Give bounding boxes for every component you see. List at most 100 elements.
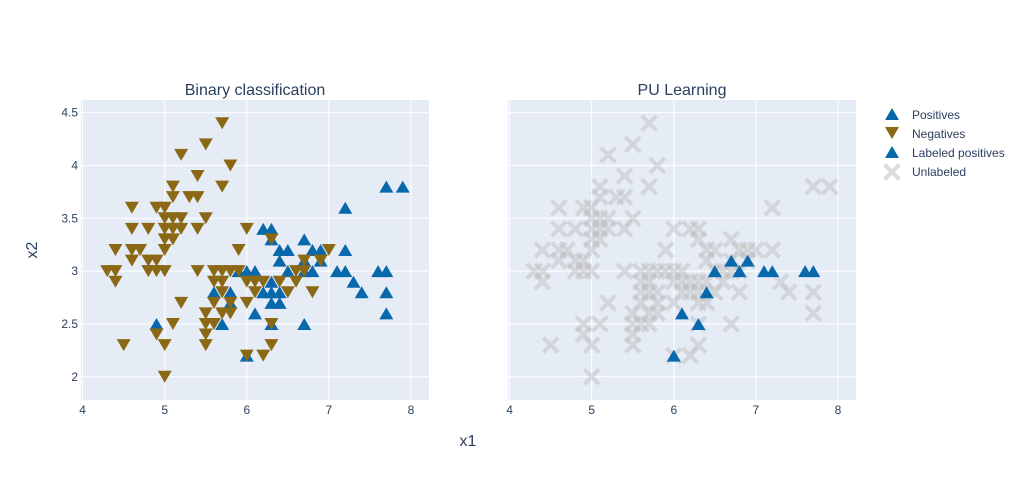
x-tick-label: 6 xyxy=(670,403,677,417)
panel-binary-classification: 4 5 6 7 8 2 2.5 3 3.5 4 4.5 Binary classification xyxy=(61,82,429,417)
point-negatives xyxy=(149,254,164,267)
y-tick-label: 2.5 xyxy=(61,317,78,331)
point-labeled-positives xyxy=(806,265,821,278)
point-unlabeled xyxy=(623,135,642,154)
point-unlabeled xyxy=(730,283,749,302)
point-negatives xyxy=(239,222,254,235)
point-labeled-positives xyxy=(732,265,747,278)
point-positives xyxy=(248,307,262,320)
point-negatives xyxy=(116,339,131,352)
point-unlabeled xyxy=(591,177,609,196)
point-labeled-positives xyxy=(699,286,714,299)
y-axis-label: x2 xyxy=(24,241,41,258)
x-tick-label: 7 xyxy=(326,403,333,417)
point-positives xyxy=(280,265,295,278)
point-positives xyxy=(338,244,353,256)
point-negatives xyxy=(133,244,148,256)
point-unlabeled xyxy=(550,198,568,217)
point-labeled-positives xyxy=(765,265,780,278)
point-positives xyxy=(264,275,279,288)
y-tick-label: 3 xyxy=(71,264,78,278)
point-positives xyxy=(280,244,295,256)
point-unlabeled xyxy=(804,177,823,196)
point-positives xyxy=(379,307,394,320)
y-tick-label: 3.5 xyxy=(61,211,78,225)
legend-triangle-up-icon xyxy=(885,108,899,120)
point-unlabeled xyxy=(615,262,634,280)
point-positives xyxy=(305,265,320,278)
legend-label-negatives: Negatives xyxy=(912,127,965,141)
point-labeled-positives xyxy=(666,349,681,362)
title-binary-classification: Binary classification xyxy=(185,82,326,99)
legend-x-icon xyxy=(883,163,901,181)
point-positives xyxy=(264,222,279,235)
y-ticks-left: 2 2.5 3 3.5 4 4.5 xyxy=(61,106,78,384)
legend-item-labeled-positives[interactable]: Labeled positives xyxy=(885,146,1005,160)
point-negatives xyxy=(157,265,172,278)
grid-right xyxy=(508,100,856,400)
point-unlabeled xyxy=(664,220,683,238)
point-unlabeled xyxy=(541,336,560,354)
point-unlabeled xyxy=(640,114,658,133)
point-negatives xyxy=(108,265,123,278)
point-negatives xyxy=(272,275,287,288)
legend[interactable]: Positives Negatives Labeled positives Un… xyxy=(883,108,1005,181)
point-negatives xyxy=(108,244,123,256)
point-unlabeled xyxy=(615,188,634,207)
panel-pu-learning: 4 5 6 7 8 PU Learning xyxy=(506,82,856,417)
point-unlabeled xyxy=(820,177,839,196)
point-unlabeled xyxy=(689,336,708,354)
point-negatives xyxy=(289,275,304,288)
point-positives xyxy=(313,244,328,256)
point-unlabeled xyxy=(591,315,609,333)
x-axis-label: x1 xyxy=(460,433,477,450)
point-negatives xyxy=(108,275,123,288)
point-positives xyxy=(206,286,221,299)
point-unlabeled xyxy=(615,167,634,185)
point-positives xyxy=(149,317,164,330)
x-ticks-right: 4 5 6 7 8 xyxy=(506,403,841,417)
point-negatives xyxy=(297,265,312,278)
point-labeled-positives xyxy=(675,307,689,320)
point-negatives xyxy=(239,296,254,309)
x-tick-label: 8 xyxy=(408,403,415,417)
point-negatives xyxy=(206,317,221,330)
point-unlabeled xyxy=(706,241,724,259)
x-tick-label: 7 xyxy=(753,403,760,417)
point-positives xyxy=(297,233,312,246)
legend-triangle-up-icon xyxy=(885,146,899,158)
point-negatives xyxy=(198,339,213,352)
point-negatives xyxy=(215,117,230,130)
point-negatives xyxy=(198,328,213,341)
point-negatives xyxy=(321,244,336,256)
x-tick-label: 8 xyxy=(835,403,842,417)
point-negatives xyxy=(198,212,213,225)
point-labeled-positives xyxy=(740,254,755,267)
point-labeled-positives xyxy=(724,254,739,267)
point-unlabeled xyxy=(599,146,617,164)
point-unlabeled xyxy=(804,283,823,302)
point-negatives xyxy=(124,222,139,235)
point-negatives xyxy=(165,317,180,330)
x-tick-label: 4 xyxy=(79,403,86,417)
point-positives xyxy=(354,286,369,299)
point-unlabeled xyxy=(550,220,568,238)
point-negatives xyxy=(256,275,271,288)
point-negatives xyxy=(223,159,238,172)
point-positives xyxy=(379,286,394,299)
point-negatives xyxy=(198,307,213,320)
point-unlabeled xyxy=(582,262,601,280)
point-negatives xyxy=(157,201,172,214)
point-unlabeled xyxy=(656,241,675,259)
y-tick-label: 4.5 xyxy=(61,106,78,120)
legend-label-positives: Positives xyxy=(912,108,960,122)
point-unlabeled xyxy=(689,220,708,238)
legend-item-negatives[interactable]: Negatives xyxy=(885,127,965,141)
point-negatives xyxy=(223,307,238,320)
legend-item-unlabeled[interactable]: Unlabeled xyxy=(883,163,966,181)
point-unlabeled xyxy=(599,293,617,312)
legend-item-positives[interactable]: Positives xyxy=(885,108,960,122)
marks-left xyxy=(100,117,410,383)
point-unlabeled xyxy=(574,315,593,333)
point-negatives xyxy=(190,265,205,278)
